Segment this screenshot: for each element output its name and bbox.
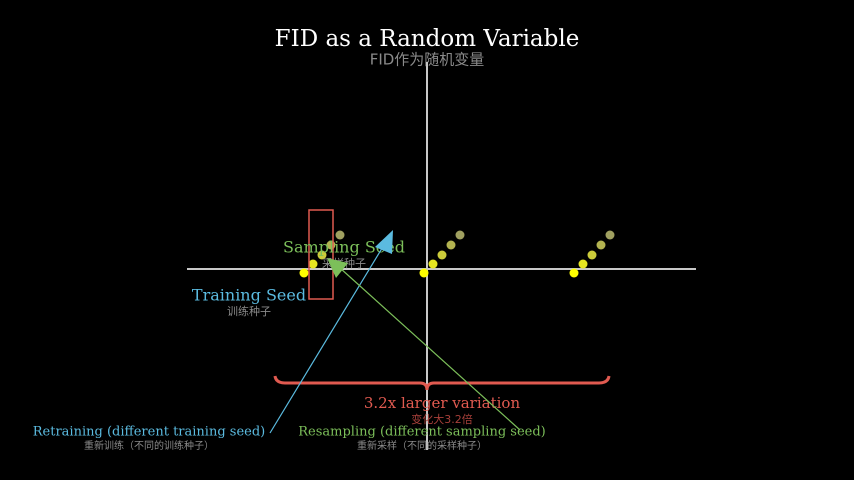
dot-cluster [419, 230, 465, 278]
resampling-arrow [339, 267, 521, 431]
dot [455, 230, 465, 240]
retraining-label: Retraining (different training seed) [33, 425, 265, 440]
retraining-zh: 重新训练（不同的训练种子） [84, 439, 214, 452]
dot [446, 240, 456, 250]
dot [308, 259, 318, 269]
highlight-box [308, 209, 334, 300]
dot [419, 268, 429, 278]
dot [587, 250, 597, 260]
dot [569, 268, 579, 278]
subtitle: FID作为随机变量 [370, 51, 485, 69]
dot [428, 259, 438, 269]
dot [605, 230, 615, 240]
training-seed-zh: 训练种子 [227, 304, 271, 318]
resampling-zh: 重新采样（不同的采样种子） [357, 439, 487, 452]
variation-zh: 变化大3.2倍 [411, 412, 473, 426]
dot-cluster [569, 230, 615, 278]
arrow-head [375, 230, 393, 254]
dot [335, 230, 345, 240]
retraining-arrow [269, 244, 385, 434]
training-seed-label: Training Seed [192, 286, 306, 305]
dot [317, 250, 327, 260]
dot [578, 259, 588, 269]
dot [596, 240, 606, 250]
sampling-seed-label: Sampling Seed [283, 238, 405, 257]
arrow-head [327, 258, 348, 278]
dot [299, 268, 309, 278]
brace [273, 375, 611, 391]
title: FID as a Random Variable [275, 26, 580, 52]
variation-label: 3.2x larger variation [364, 394, 521, 412]
resampling-label: Resampling (different sampling seed) [298, 425, 545, 440]
dot [437, 250, 447, 260]
